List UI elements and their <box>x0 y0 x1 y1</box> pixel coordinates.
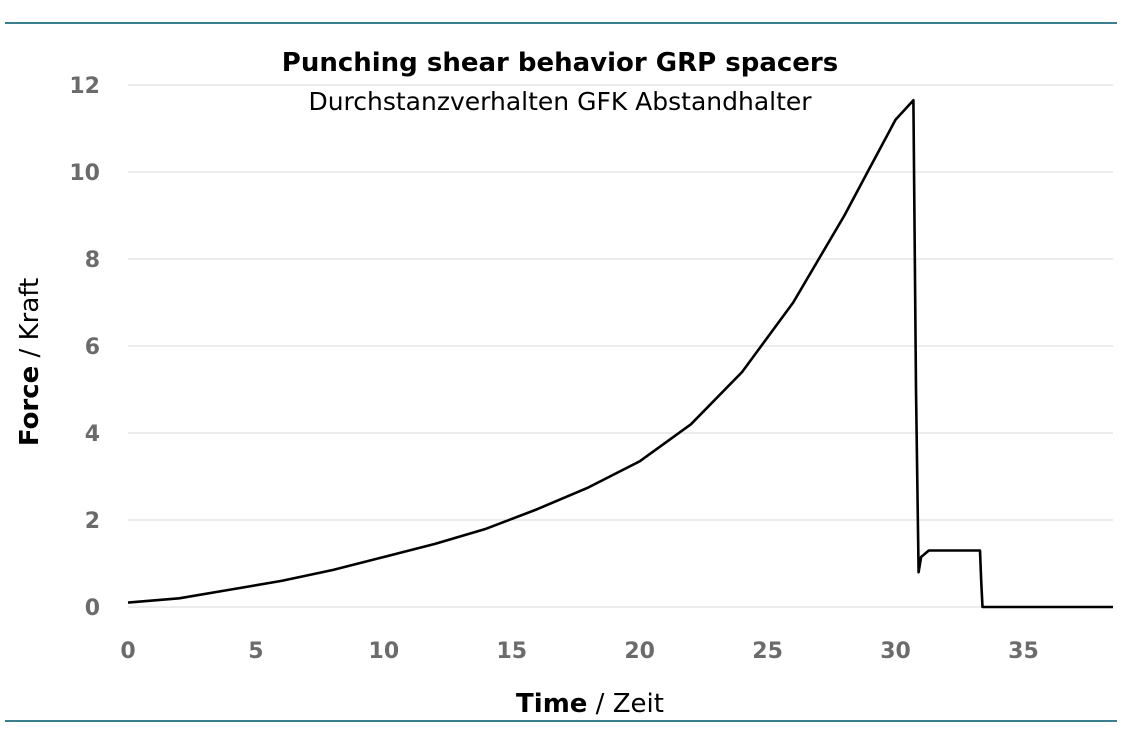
x-axis-label-alt: Zeit <box>613 689 664 719</box>
y-tick-label-0: 0 <box>85 596 100 621</box>
y-tick-label-5: 10 <box>69 161 100 186</box>
y-axis-label: Force / Kraft <box>15 278 45 446</box>
grid-lines <box>128 84 1113 608</box>
y-tick-labels: 0 2 4 6 8 10 12 <box>69 74 100 621</box>
force-series-line <box>127 98 1113 609</box>
x-axis-label: Time / Zeit <box>516 689 664 719</box>
x-tick-label-3: 15 <box>496 639 527 664</box>
y-axis-label-sep: / <box>15 340 45 365</box>
x-tick-label-0: 0 <box>120 639 135 664</box>
y-tick-label-3: 6 <box>85 335 100 360</box>
y-tick-label-6: 12 <box>69 74 100 99</box>
chart-subtitle: Durchstanzverhalten GFK Abstandhalter <box>308 87 812 116</box>
y-tick-label-1: 2 <box>85 509 100 534</box>
bottom-rule <box>5 720 1117 722</box>
top-rule <box>5 22 1117 24</box>
x-tick-labels: 0 5 10 15 20 25 30 35 <box>120 639 1038 664</box>
y-axis-label-alt: Kraft <box>15 278 45 341</box>
y-tick-label-2: 4 <box>85 422 100 447</box>
x-tick-label-7: 35 <box>1008 639 1039 664</box>
x-tick-label-5: 25 <box>752 639 783 664</box>
y-tick-label-4: 8 <box>85 248 100 273</box>
x-tick-label-4: 20 <box>624 639 655 664</box>
x-tick-label-6: 30 <box>880 639 911 664</box>
x-axis-label-main: Time <box>516 689 587 719</box>
x-tick-label-1: 5 <box>248 639 263 664</box>
chart-title: Punching shear behavior GRP spacers <box>282 48 838 78</box>
x-axis-label-sep: / <box>587 689 612 719</box>
x-tick-label-2: 10 <box>369 639 400 664</box>
y-axis-label-main: Force <box>15 366 45 446</box>
